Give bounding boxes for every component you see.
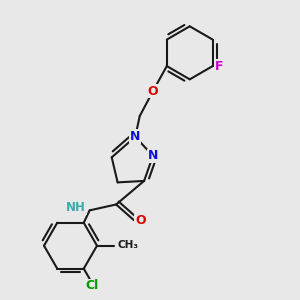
Text: O: O — [148, 85, 158, 98]
Text: CH₃: CH₃ — [117, 240, 138, 250]
Text: F: F — [215, 60, 224, 73]
Text: O: O — [135, 214, 146, 226]
Text: N: N — [148, 149, 158, 162]
Text: Cl: Cl — [86, 279, 99, 292]
Text: NH: NH — [66, 201, 86, 214]
Text: N: N — [130, 130, 140, 143]
